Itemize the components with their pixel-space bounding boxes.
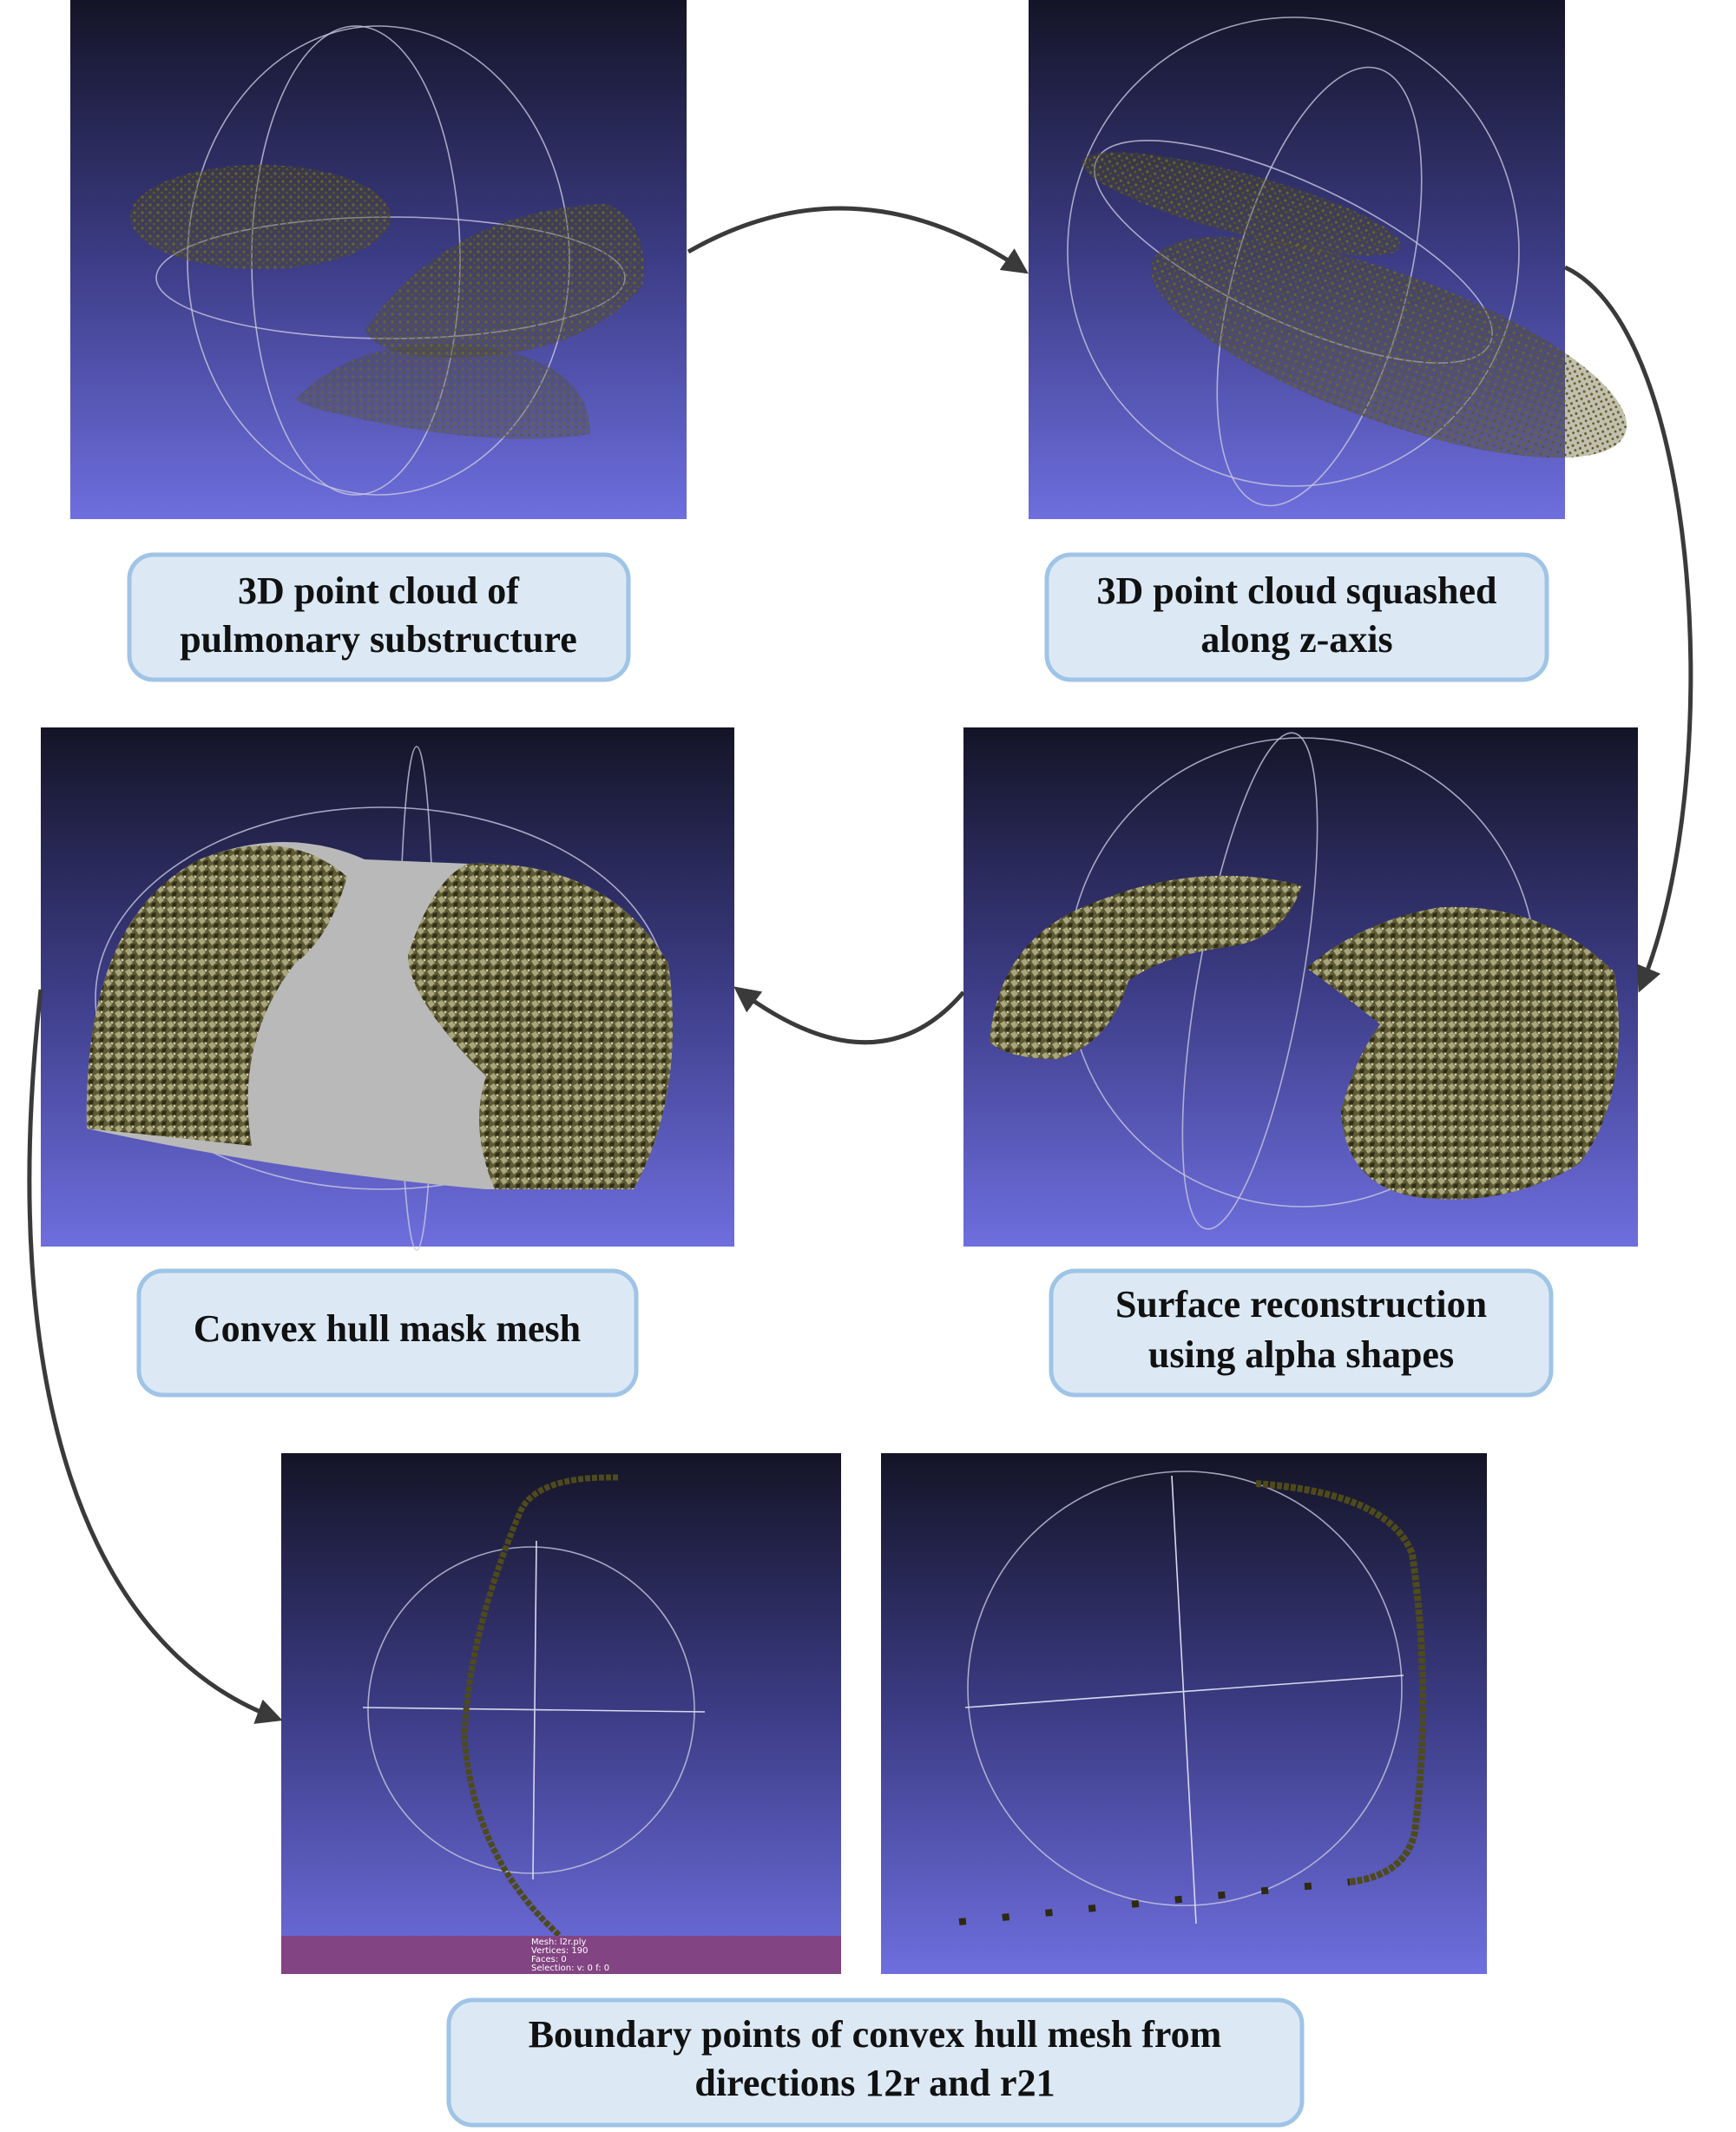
label-box: Convex hull mask mesh — [136, 1268, 639, 1398]
lung-surface — [408, 863, 673, 1189]
panel-squashed — [1029, 0, 1628, 519]
label-box-shape — [1049, 1268, 1554, 1398]
panel-point-cloud — [70, 0, 687, 519]
lung-surface — [1306, 906, 1619, 1200]
point-cloud — [1082, 152, 1401, 256]
label-box: 3D point cloud of pulmonary substructure — [127, 552, 631, 682]
label-box: Boundary points of convex hull mesh from… — [446, 1997, 1305, 2128]
point-cloud — [130, 165, 391, 269]
panel-boundary-r21 — [881, 1453, 1487, 1974]
label-text: Boundary points of convex hull mesh from — [529, 2013, 1222, 2056]
label-box-shape — [127, 552, 631, 682]
point-cloud — [365, 204, 644, 358]
viewer-background — [881, 1453, 1487, 1974]
status-bar — [281, 1936, 841, 1974]
wire-sphere — [1067, 16, 1520, 487]
panel-alpha-shapes — [963, 727, 1638, 1247]
wire-sphere — [1181, 732, 1318, 1230]
axis-line — [532, 1540, 537, 1880]
point-cloud — [1150, 236, 1628, 458]
flow-arrow — [1563, 265, 1693, 993]
viewer-background — [281, 1453, 841, 1974]
label-box: 3D point cloud squashed along z-axis — [1044, 552, 1549, 682]
boundary-points — [461, 1474, 619, 1938]
label-text: Surface reconstruction — [1115, 1283, 1487, 1326]
point-cloud — [295, 344, 590, 439]
label-text: pulmonary substructure — [180, 618, 577, 661]
label-text: 3D point cloud squashed — [1097, 569, 1497, 612]
label-box: Surface reconstruction using alpha shape… — [1049, 1268, 1554, 1398]
panel-boundary-12r: Mesh: l2r.ply Vertices: 190 Faces: 0 Sel… — [281, 1453, 841, 1974]
lung-surface — [86, 846, 348, 1146]
status-text: Faces: 0 — [531, 1955, 567, 1964]
lung-surface — [990, 875, 1302, 1059]
status-text: Mesh: l2r.ply — [531, 1938, 587, 1947]
panel-convex-hull — [41, 727, 734, 1251]
label-text: along z-axis — [1200, 618, 1392, 661]
status-text: Selection: v: 0 f: 0 — [531, 1964, 609, 1973]
flow-arrow — [733, 986, 965, 1045]
wire-sphere — [967, 1471, 1403, 1906]
label-box-shape — [446, 1997, 1305, 2128]
flow-arrow — [27, 989, 283, 1724]
boundary-points — [1255, 1480, 1427, 1885]
label-box-shape — [1044, 552, 1549, 682]
label-text: using alpha shapes — [1148, 1333, 1454, 1376]
label-text: 3D point cloud of — [238, 569, 520, 612]
label-box-shape — [136, 1268, 639, 1398]
label-text: directions 12r and r21 — [694, 2062, 1055, 2104]
axis-line — [1171, 1475, 1197, 1925]
axis-line — [362, 1707, 706, 1713]
flow-arrow — [687, 206, 1029, 274]
wire-sphere — [367, 1546, 695, 1874]
axis-line — [964, 1675, 1404, 1708]
label-text: Convex hull mask mesh — [194, 1307, 581, 1350]
status-text: Vertices: 190 — [531, 1946, 589, 1956]
